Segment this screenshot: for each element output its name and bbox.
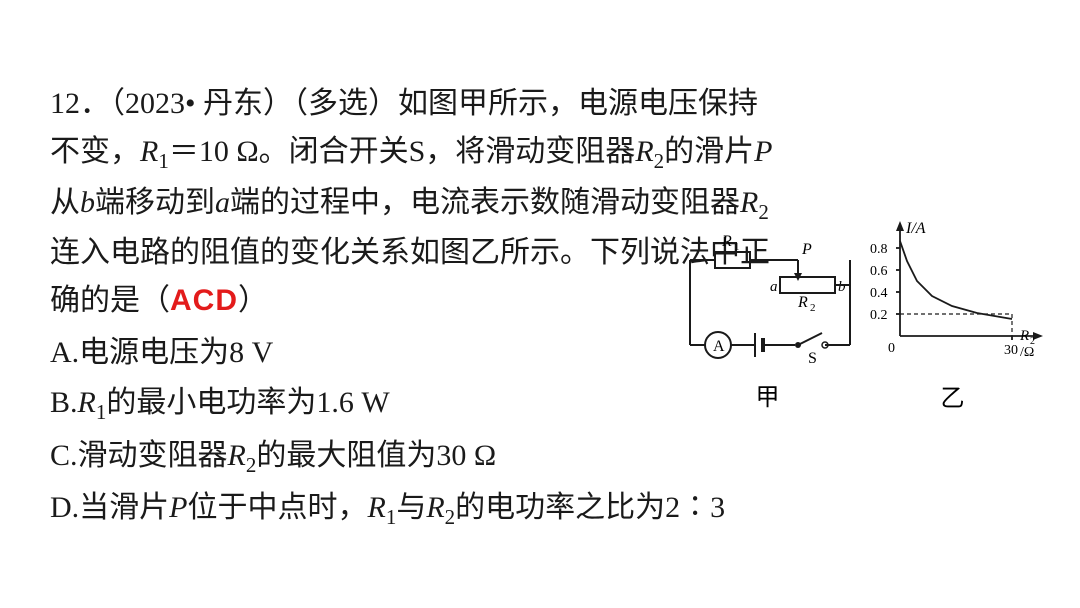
figure-graph: 0.20.40.60.8I/A300R2 /Ω 乙 — [860, 221, 1045, 413]
svg-text:2: 2 — [810, 302, 816, 314]
svg-text:0.6: 0.6 — [870, 264, 888, 279]
svg-text:0.8: 0.8 — [870, 242, 888, 257]
svg-text:S: S — [808, 350, 817, 367]
figure-circuit-label: 甲 — [670, 377, 865, 412]
answer-text: ACD — [170, 284, 238, 317]
q-type: （多选） — [293, 87, 398, 120]
q-tag: （2023• 丹东） — [110, 87, 293, 120]
option-c: C.滑动变阻器R2的最大阻值为30 Ω — [50, 432, 1040, 483]
svg-text:30: 30 — [1004, 343, 1018, 358]
svg-text:b: b — [838, 279, 846, 295]
svg-text:R: R — [721, 233, 732, 250]
q-number: 12． — [50, 87, 110, 120]
svg-text:P: P — [801, 241, 812, 258]
svg-text:/Ω: /Ω — [1020, 345, 1034, 360]
figure-circuit: R1PabR2AS 甲 — [670, 225, 865, 412]
svg-text:a: a — [770, 279, 778, 295]
svg-text:0: 0 — [888, 341, 895, 356]
svg-text:0.4: 0.4 — [870, 286, 888, 301]
svg-text:I/A: I/A — [905, 221, 926, 237]
svg-text:R: R — [1019, 328, 1029, 344]
svg-text:A: A — [713, 338, 725, 355]
svg-text:0.2: 0.2 — [870, 308, 888, 323]
svg-text:R: R — [797, 294, 808, 311]
svg-text:1: 1 — [734, 241, 740, 253]
option-d: D.当滑片P位于中点时，R1与R2的电功率之比为2∶3 — [50, 484, 1040, 535]
figure-graph-label: 乙 — [860, 378, 1045, 413]
